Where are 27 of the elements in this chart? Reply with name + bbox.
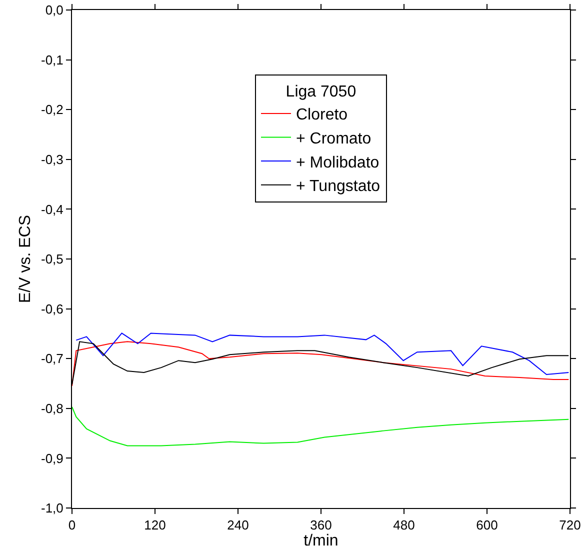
y-tick-label: -0,2: [40, 102, 64, 118]
x-tick-label: 600: [476, 518, 498, 533]
x-axis-title: t/min: [304, 532, 338, 550]
legend-label: Cloreto: [296, 106, 348, 124]
y-tick-label: -0,4: [40, 202, 64, 217]
y-tick-label: -1,0: [40, 500, 64, 516]
legend-label: + Cromato: [296, 130, 372, 148]
line-series: [76, 332, 570, 376]
x-tick-label: 720: [559, 518, 581, 533]
y-tick-label: -0,8: [40, 400, 64, 416]
x-tick-label: 0: [68, 518, 76, 533]
y-tick-label: -0,6: [40, 301, 64, 316]
y-tick-label: 0,0: [45, 2, 64, 18]
x-tick-label: 120: [144, 518, 166, 533]
line-series: [72, 406, 570, 446]
y-tick-label: -0,7: [40, 351, 64, 366]
y-axis-title: E/V vs. ECS: [17, 214, 34, 304]
x-tick-label: 480: [393, 518, 415, 533]
y-tick-label: -0,1: [40, 52, 64, 68]
x-tick-label: 240: [227, 518, 249, 533]
y-tick-label: -0,3: [40, 152, 64, 167]
legend-label: + Tungstato: [296, 178, 380, 196]
legend-label: + Molibdato: [296, 154, 380, 172]
y-tick-label: -0,9: [40, 450, 64, 466]
legend-title: Liga 7050: [286, 84, 356, 101]
y-tick-label: -0,5: [40, 252, 64, 267]
x-tick-label: 360: [310, 518, 332, 533]
